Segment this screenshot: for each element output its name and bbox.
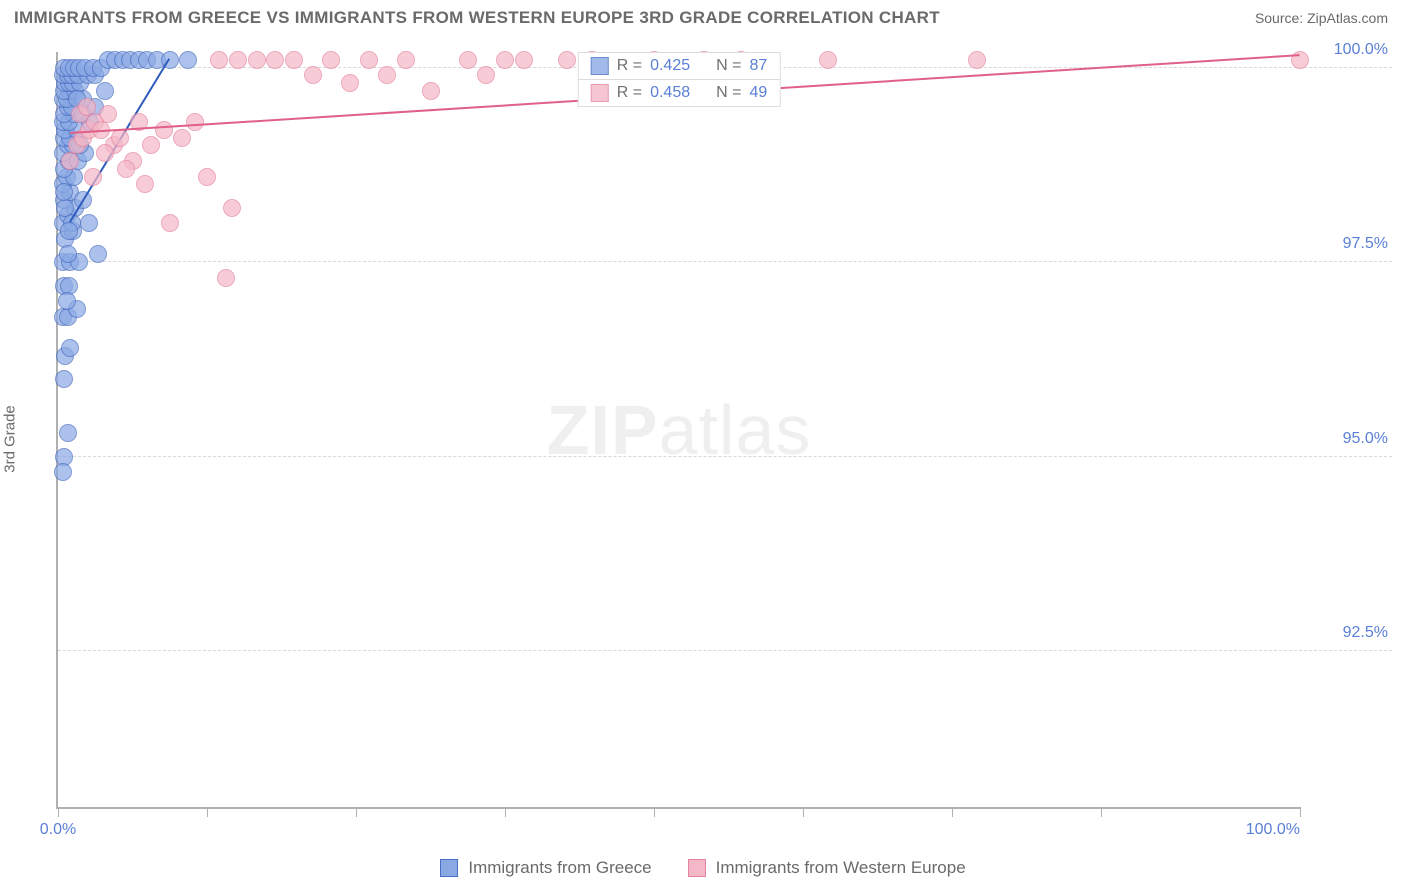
corr-swatch-greece — [591, 57, 609, 75]
y-axis-title: 3rd Grade — [2, 405, 19, 473]
x-tick-label: 100.0% — [1246, 821, 1300, 839]
legend-label-western-europe: Immigrants from Western Europe — [716, 858, 966, 878]
scatter-point-western_europe — [304, 66, 322, 84]
watermark-rest: atlas — [659, 391, 812, 469]
scatter-point-western_europe — [217, 269, 235, 287]
y-tick-label: 95.0% — [1308, 430, 1388, 448]
plot-wrapper: 3rd Grade ZIPatlas 92.5%95.0%97.5%100.0%… — [14, 40, 1392, 837]
scatter-point-greece — [55, 370, 73, 388]
scatter-point-western_europe — [477, 66, 495, 84]
scatter-point-greece — [59, 424, 77, 442]
scatter-point-greece — [60, 222, 78, 240]
scatter-point-western_europe — [210, 51, 228, 69]
scatter-point-western_europe — [198, 168, 216, 186]
gridline — [58, 650, 1392, 651]
x-tick — [58, 807, 59, 817]
y-tick-label: 97.5% — [1308, 235, 1388, 253]
scatter-point-greece — [89, 245, 107, 263]
scatter-point-western_europe — [78, 98, 96, 116]
legend-item-western-europe: Immigrants from Western Europe — [688, 858, 966, 878]
legend-item-greece: Immigrants from Greece — [440, 858, 651, 878]
scatter-point-western_europe — [496, 51, 514, 69]
scatter-point-western_europe — [248, 51, 266, 69]
x-tick — [356, 807, 357, 817]
n-value-western_europe: 49 — [749, 84, 767, 102]
r-label: R = — [617, 57, 642, 75]
legend-swatch-western-europe — [688, 859, 706, 877]
scatter-point-western_europe — [136, 175, 154, 193]
scatter-point-western_europe — [422, 82, 440, 100]
scatter-point-western_europe — [266, 51, 284, 69]
scatter-point-western_europe — [142, 136, 160, 154]
x-tick — [803, 807, 804, 817]
scatter-point-western_europe — [96, 144, 114, 162]
scatter-point-western_europe — [229, 51, 247, 69]
x-tick-label: 0.0% — [40, 821, 76, 839]
n-value-greece: 87 — [749, 57, 767, 75]
x-tick — [654, 807, 655, 817]
scatter-point-western_europe — [111, 129, 129, 147]
legend-swatch-greece — [440, 859, 458, 877]
scatter-point-western_europe — [515, 51, 533, 69]
scatter-point-greece — [54, 463, 72, 481]
scatter-point-western_europe — [186, 113, 204, 131]
scatter-point-western_europe — [322, 51, 340, 69]
x-tick — [505, 807, 506, 817]
x-tick — [1300, 807, 1301, 817]
scatter-point-greece — [61, 339, 79, 357]
corr-row-western_europe: R = 0.458 N = 49 — [579, 80, 780, 106]
corr-swatch-western_europe — [591, 84, 609, 102]
n-label: N = — [716, 57, 741, 75]
scatter-point-greece — [58, 292, 76, 310]
scatter-point-western_europe — [155, 121, 173, 139]
scatter-point-western_europe — [161, 214, 179, 232]
x-tick — [1101, 807, 1102, 817]
scatter-point-western_europe — [968, 51, 986, 69]
scatter-point-western_europe — [223, 199, 241, 217]
scatter-point-greece — [55, 183, 73, 201]
source-attribution: Source: ZipAtlas.com — [1255, 10, 1388, 26]
scatter-point-western_europe — [397, 51, 415, 69]
scatter-point-western_europe — [117, 160, 135, 178]
x-tick — [952, 807, 953, 817]
scatter-point-western_europe — [558, 51, 576, 69]
r-value-greece: 0.425 — [650, 57, 690, 75]
scatter-point-western_europe — [459, 51, 477, 69]
scatter-point-western_europe — [378, 66, 396, 84]
scatter-point-greece — [80, 214, 98, 232]
watermark: ZIPatlas — [547, 390, 812, 470]
y-tick-label: 100.0% — [1308, 41, 1388, 59]
gridline — [58, 261, 1392, 262]
legend-label-greece: Immigrants from Greece — [468, 858, 651, 878]
n-label: N = — [716, 84, 741, 102]
scatter-point-greece — [96, 82, 114, 100]
scatter-point-western_europe — [819, 51, 837, 69]
correlation-legend: R = 0.425 N = 87 R = 0.458 N = 49 — [578, 52, 781, 107]
watermark-bold: ZIP — [547, 391, 659, 469]
series-legend: Immigrants from Greece Immigrants from W… — [0, 858, 1406, 878]
title-bar: IMMIGRANTS FROM GREECE VS IMMIGRANTS FRO… — [0, 0, 1406, 34]
corr-row-greece: R = 0.425 N = 87 — [579, 53, 780, 80]
scatter-point-western_europe — [99, 105, 117, 123]
y-tick-label: 92.5% — [1308, 624, 1388, 642]
scatter-point-western_europe — [341, 74, 359, 92]
r-value-western_europe: 0.458 — [650, 84, 690, 102]
scatter-point-western_europe — [84, 168, 102, 186]
scatter-point-greece — [179, 51, 197, 69]
scatter-point-western_europe — [61, 152, 79, 170]
scatter-plot-area: ZIPatlas 92.5%95.0%97.5%100.0%0.0%100.0%… — [56, 52, 1300, 809]
gridline — [58, 456, 1392, 457]
x-tick — [207, 807, 208, 817]
r-label: R = — [617, 84, 642, 102]
scatter-point-western_europe — [285, 51, 303, 69]
chart-title: IMMIGRANTS FROM GREECE VS IMMIGRANTS FRO… — [14, 8, 940, 28]
scatter-point-western_europe — [360, 51, 378, 69]
scatter-point-western_europe — [173, 129, 191, 147]
scatter-point-greece — [59, 245, 77, 263]
